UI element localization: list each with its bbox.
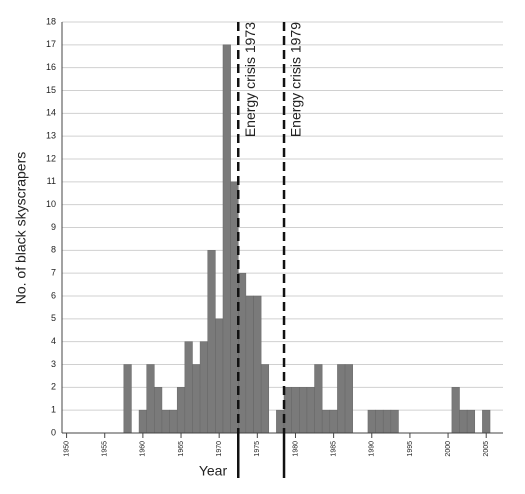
bar: [237, 272, 247, 434]
y-tick-label: 13: [46, 131, 56, 141]
bar: [482, 409, 491, 434]
y-tick-label: 10: [46, 199, 56, 209]
y-tick-label: 16: [46, 62, 56, 72]
x-tick-label: 2000: [445, 441, 452, 457]
bar: [321, 409, 331, 434]
bar: [154, 387, 163, 434]
y-tick-label: 14: [46, 108, 56, 118]
bar: [459, 409, 468, 434]
bar: [291, 387, 300, 434]
x-tick-label: 1990: [369, 441, 376, 457]
annotation-label: Energy crisis 1979: [288, 22, 304, 137]
bar: [466, 409, 476, 434]
x-tick-label: 1960: [140, 441, 147, 457]
y-tick-label: 3: [51, 359, 56, 369]
y-tick-label: 0: [51, 427, 56, 437]
bar: [138, 409, 147, 434]
y-tick-label: 4: [51, 336, 56, 346]
bar: [253, 295, 262, 434]
bar: [314, 364, 323, 434]
x-tick-label: 1975: [254, 441, 261, 457]
y-tick-label: 18: [46, 16, 56, 26]
y-tick-label: 5: [51, 313, 56, 323]
y-tick-label: 7: [51, 268, 56, 278]
y-tick-label: 11: [47, 176, 56, 186]
y-tick-label: 12: [46, 153, 56, 163]
bar: [192, 364, 201, 434]
bar: [344, 364, 353, 434]
y-tick-label: 1: [51, 405, 56, 415]
x-tick-label: 1980: [292, 441, 299, 457]
y-tick-label: 6: [51, 290, 56, 300]
bar: [207, 250, 216, 434]
x-axis-label: Year: [199, 463, 228, 479]
bar: [306, 387, 315, 434]
x-tick-label: 2005: [483, 441, 490, 457]
bar: [176, 387, 186, 434]
y-axis-label: No. of black skyscrapers: [13, 152, 29, 305]
x-tick-label: 1955: [102, 441, 109, 457]
y-tick-label: 8: [51, 245, 56, 255]
bar: [222, 44, 231, 434]
y-tick-label: 17: [46, 39, 56, 49]
bar: [123, 364, 132, 434]
x-tick-label: 1950: [63, 441, 70, 457]
bar: [451, 387, 460, 434]
x-tick-label: 1970: [216, 441, 223, 457]
bar: [199, 341, 208, 434]
bar: [146, 364, 155, 434]
bar: [337, 364, 346, 434]
y-tick-label: 9: [51, 222, 56, 232]
bar: [390, 409, 399, 434]
bar: [161, 409, 170, 434]
bar: [299, 387, 308, 434]
bar: [215, 318, 224, 434]
x-tick-label: 1965: [178, 441, 185, 457]
bar: [260, 364, 270, 434]
x-tick-label: 1995: [407, 441, 414, 457]
bar: [245, 295, 254, 434]
bar: [375, 409, 384, 434]
bar: [184, 341, 193, 434]
bar: [367, 409, 376, 434]
annotation-label: Energy crisis 1973: [242, 22, 258, 137]
bar: [169, 409, 178, 434]
y-tick-label: 15: [46, 85, 56, 95]
x-tick-label: 1985: [330, 441, 337, 457]
bar: [382, 409, 392, 434]
y-tick-label: 2: [51, 382, 56, 392]
bar: [329, 409, 338, 434]
